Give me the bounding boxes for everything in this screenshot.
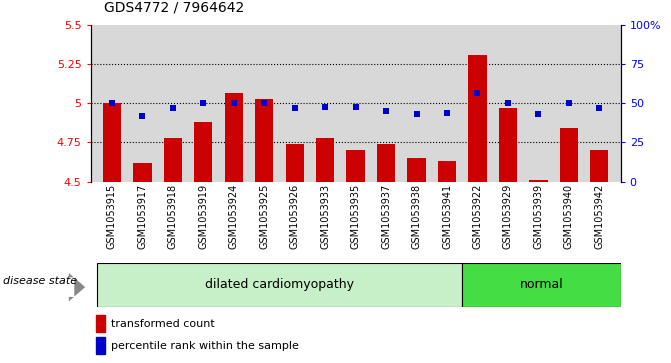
Text: GSM1053933: GSM1053933	[320, 184, 330, 249]
Bar	[96, 337, 105, 354]
Text: GSM1053940: GSM1053940	[564, 184, 574, 249]
Bar	[499, 108, 517, 182]
Text: GSM1053938: GSM1053938	[411, 184, 421, 249]
Text: GSM1053919: GSM1053919	[199, 184, 208, 249]
Text: GSM1053925: GSM1053925	[259, 184, 269, 249]
Bar	[529, 180, 548, 182]
Text: GSM1053924: GSM1053924	[229, 184, 239, 249]
Text: GSM1053937: GSM1053937	[381, 184, 391, 249]
Bar	[316, 138, 334, 182]
Text: GSM1053929: GSM1053929	[503, 184, 513, 249]
Text: GSM1053917: GSM1053917	[138, 184, 148, 249]
Bar	[103, 103, 121, 182]
Text: GDS4772 / 7964642: GDS4772 / 7964642	[104, 0, 244, 15]
Text: GSM1053942: GSM1053942	[595, 184, 605, 249]
Text: dilated cardiomyopathy: dilated cardiomyopathy	[205, 278, 354, 291]
Bar	[346, 150, 365, 182]
Text: GSM1053939: GSM1053939	[533, 184, 544, 249]
Bar	[377, 144, 395, 182]
Text: transformed count: transformed count	[111, 319, 215, 329]
Bar	[286, 144, 304, 182]
Text: GSM1053918: GSM1053918	[168, 184, 178, 249]
Bar	[255, 99, 273, 182]
Bar	[97, 263, 462, 307]
Bar	[225, 93, 243, 182]
Text: disease state: disease state	[3, 276, 77, 286]
Bar	[590, 150, 609, 182]
Text: GSM1053922: GSM1053922	[472, 184, 482, 249]
Text: normal: normal	[519, 278, 564, 291]
Bar	[462, 263, 621, 307]
Text: GSM1053915: GSM1053915	[107, 184, 117, 249]
Bar	[134, 163, 152, 182]
Text: GSM1053941: GSM1053941	[442, 184, 452, 249]
Bar	[96, 315, 105, 333]
Text: GSM1053935: GSM1053935	[351, 184, 360, 249]
Bar	[438, 161, 456, 182]
Bar	[194, 122, 213, 182]
Text: GSM1053926: GSM1053926	[290, 184, 300, 249]
Bar	[560, 129, 578, 182]
Bar	[407, 158, 425, 182]
Text: percentile rank within the sample: percentile rank within the sample	[111, 340, 299, 351]
Bar	[164, 138, 182, 182]
Bar	[468, 55, 486, 182]
FancyArrow shape	[69, 273, 85, 301]
